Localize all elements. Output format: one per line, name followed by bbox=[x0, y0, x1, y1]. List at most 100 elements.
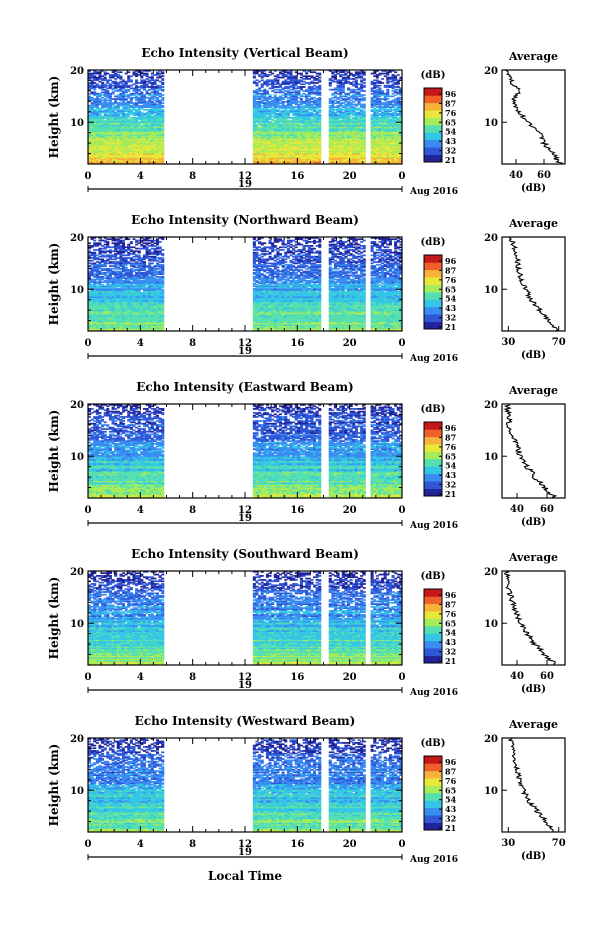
heatmap-cell bbox=[145, 121, 149, 123]
heatmap-cell bbox=[111, 154, 115, 157]
heatmap-cell bbox=[142, 114, 146, 117]
heatmap-cell bbox=[101, 78, 105, 80]
heatmap-cell bbox=[106, 141, 110, 143]
heatmap-cell bbox=[318, 108, 322, 111]
heatmap-cell bbox=[140, 153, 144, 155]
heatmap-cell bbox=[95, 78, 99, 80]
heatmap-cell bbox=[357, 87, 361, 90]
heatmap-cell bbox=[252, 112, 256, 115]
heatmap-cell bbox=[114, 117, 118, 119]
heatmap-cell bbox=[153, 117, 157, 119]
heatmap-cell bbox=[142, 157, 146, 160]
heatmap-cell bbox=[158, 117, 162, 119]
heatmap-cell bbox=[116, 115, 120, 118]
heatmap-cell bbox=[142, 145, 146, 147]
heatmap-cell bbox=[101, 104, 105, 107]
heatmap-cell bbox=[103, 98, 107, 100]
heatmap-cell bbox=[95, 154, 99, 157]
heatmap-cell bbox=[299, 79, 303, 82]
heatmap-cell bbox=[88, 134, 92, 137]
heatmap-cell bbox=[124, 143, 128, 146]
heatmap-cell bbox=[111, 149, 115, 151]
heatmap-cell bbox=[140, 154, 144, 157]
heatmap-cell bbox=[378, 80, 382, 83]
heatmap-cell bbox=[150, 107, 154, 110]
heatmap-cell bbox=[137, 102, 141, 104]
heatmap-cell bbox=[153, 154, 157, 157]
heatmap-cell bbox=[90, 145, 94, 147]
heatmap-cell bbox=[103, 131, 107, 134]
heatmap-cell bbox=[101, 150, 105, 153]
heatmap-cell bbox=[108, 95, 112, 98]
heatmap-cell bbox=[137, 94, 141, 96]
heatmap-cell bbox=[156, 161, 160, 164]
heatmap-cell bbox=[108, 92, 112, 95]
heatmap-cell bbox=[276, 96, 280, 99]
heatmap-cell bbox=[116, 131, 120, 134]
heatmap-cell bbox=[98, 112, 102, 115]
heatmap-cell bbox=[93, 119, 97, 122]
heatmap-cell bbox=[148, 141, 152, 143]
heatmap-cell bbox=[103, 79, 107, 82]
heatmap-cell bbox=[114, 84, 118, 87]
heatmap-cell bbox=[122, 98, 126, 100]
heatmap-cell bbox=[88, 147, 92, 150]
heatmap-cell bbox=[156, 155, 160, 158]
heatmap-cell bbox=[137, 126, 141, 129]
heatmap-cell bbox=[150, 84, 154, 87]
heatmap-cell bbox=[114, 153, 118, 155]
heatmap-cell bbox=[148, 79, 152, 82]
heatmap-cell bbox=[273, 119, 277, 122]
heatmap-cell bbox=[132, 141, 136, 143]
heatmap-cell bbox=[158, 149, 162, 151]
heatmap-cell bbox=[148, 96, 152, 99]
colorbar-swatch bbox=[424, 95, 442, 104]
heatmap-cell bbox=[276, 86, 280, 88]
heatmap-cell bbox=[362, 78, 366, 80]
heatmap-cell bbox=[161, 155, 165, 158]
heatmap-cell bbox=[103, 72, 107, 75]
heatmap-cell bbox=[135, 110, 139, 113]
heatmap-cell bbox=[111, 80, 115, 83]
heatmap-cell bbox=[299, 98, 303, 100]
heatmap-cell bbox=[158, 131, 162, 134]
heatmap-cell bbox=[140, 122, 144, 125]
heatmap-cell bbox=[95, 122, 99, 125]
heatmap-cell bbox=[150, 127, 154, 130]
heatmap-cell bbox=[106, 103, 110, 106]
heatmap-cell bbox=[124, 118, 128, 121]
heatmap-cell bbox=[150, 112, 154, 115]
heatmap-cell bbox=[252, 142, 256, 145]
heatmap-cell bbox=[255, 141, 259, 143]
heatmap-cell bbox=[122, 122, 126, 125]
heatmap-cell bbox=[391, 95, 395, 98]
heatmap-cell bbox=[360, 98, 364, 100]
heatmap-cell bbox=[108, 115, 112, 118]
heatmap-cell bbox=[90, 114, 94, 117]
heatmap-cell bbox=[145, 141, 149, 143]
heatmap-cell bbox=[111, 121, 115, 123]
heatmap-cell bbox=[101, 70, 105, 72]
heatmap-cell bbox=[148, 161, 152, 164]
heatmap-cell bbox=[95, 115, 99, 118]
heatmap-cell bbox=[153, 118, 157, 121]
heatmap-cell bbox=[106, 149, 110, 151]
heatmap-cell bbox=[124, 83, 128, 86]
heatmap-cell bbox=[98, 84, 102, 87]
heatmap-cell bbox=[114, 106, 118, 108]
heatmap-cell bbox=[333, 106, 337, 108]
heatmap-cell bbox=[135, 92, 139, 95]
heatmap-cell bbox=[158, 70, 162, 72]
heatmap-cell bbox=[98, 126, 102, 129]
heatmap-cell bbox=[122, 115, 126, 118]
heatmap-cell bbox=[150, 138, 154, 141]
heatmap-cell bbox=[145, 145, 149, 147]
heatmap-cell bbox=[124, 139, 128, 142]
heatmap-cell bbox=[127, 121, 131, 123]
heatmap-cell bbox=[119, 149, 123, 151]
heatmap-cell bbox=[101, 115, 105, 118]
heatmap-cell bbox=[388, 76, 392, 79]
heatmap-cell bbox=[114, 112, 118, 115]
heatmap-cell bbox=[158, 151, 162, 154]
heatmap-cell bbox=[373, 90, 377, 92]
